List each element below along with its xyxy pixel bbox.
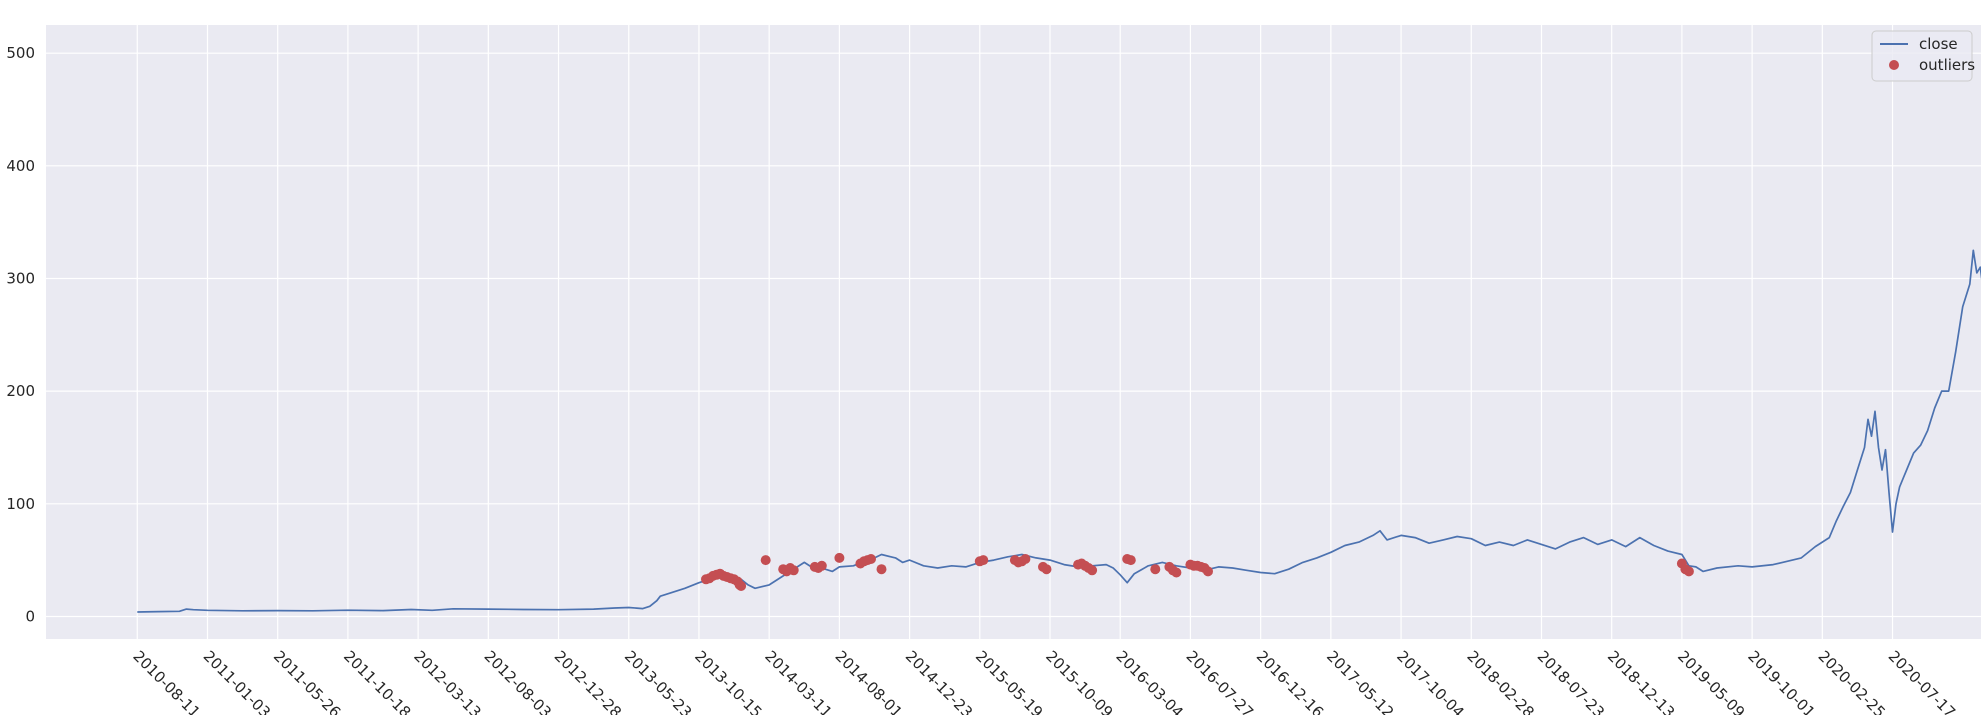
- legend-outliers-marker: [1889, 60, 1899, 70]
- y-axis-ticks: 0 100 200 300 400 500: [6, 44, 35, 625]
- x-tick-label: 2020-07-17 0: [1885, 647, 1969, 715]
- legend-outliers-label: outliers: [1919, 56, 1975, 74]
- outlier-point: [1683, 566, 1694, 577]
- y-tick-label: 100: [6, 495, 35, 513]
- outlier-point: [816, 560, 827, 571]
- outlier-point: [1087, 565, 1098, 576]
- legend: close outliers: [1871, 30, 1975, 82]
- outliers-series-points: [701, 552, 1694, 591]
- outlier-point: [760, 555, 771, 566]
- outlier-point: [1125, 555, 1136, 566]
- outlier-point: [788, 565, 799, 576]
- outlier-point: [876, 564, 887, 575]
- y-tick-label: 200: [6, 382, 35, 400]
- outlier-point: [736, 581, 747, 591]
- outlier-point: [1020, 554, 1031, 564]
- outlier-point: [978, 555, 989, 566]
- outlier-point: [1203, 566, 1213, 577]
- outlier-point: [1150, 564, 1161, 575]
- legend-close-label: close: [1919, 35, 1958, 53]
- outlier-point: [1171, 567, 1182, 578]
- grid-lines: [46, 25, 1981, 639]
- outlier-point: [1041, 564, 1052, 575]
- outlier-point: [866, 554, 876, 564]
- y-tick-label: 400: [6, 157, 35, 175]
- outlier-point: [834, 552, 845, 563]
- y-tick-label: 500: [6, 44, 35, 62]
- plot-area-background: [46, 25, 1981, 639]
- y-tick-label: 300: [6, 269, 35, 287]
- y-tick-label: 0: [25, 607, 35, 625]
